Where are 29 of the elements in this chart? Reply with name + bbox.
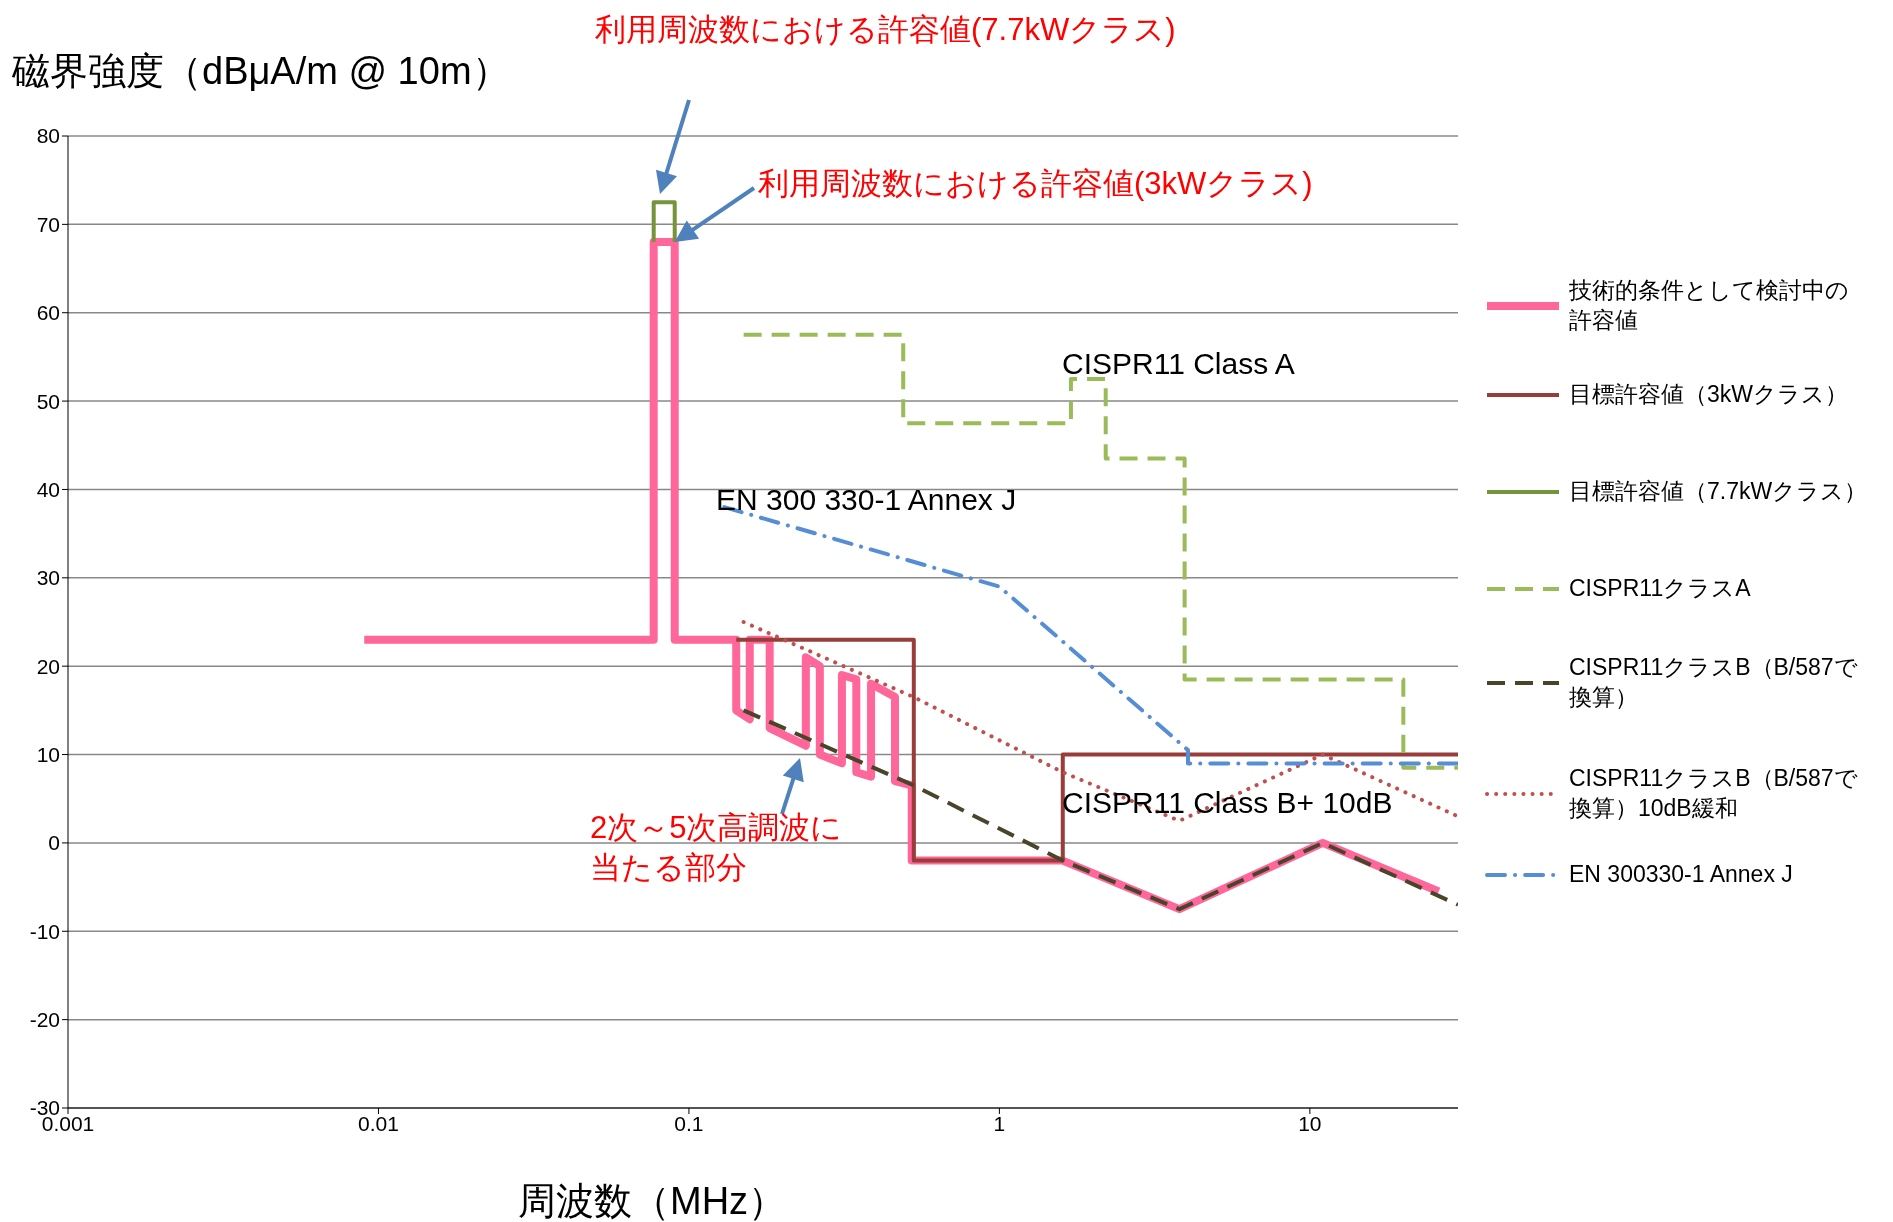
y-tick-label: 70: [36, 212, 60, 236]
x-tick-label: 0.1: [674, 1111, 704, 1135]
y-tick-label: 20: [36, 654, 60, 678]
y-tick-label: 10: [36, 743, 60, 766]
x-tick-label: 0.01: [358, 1111, 399, 1135]
y-tick-label: -10: [29, 919, 60, 943]
y-tick-label: 0: [48, 831, 60, 855]
annotation: EN 300 330-1 Annex J: [716, 482, 1017, 518]
annotation: 利用周波数における許容値(3kWクラス): [758, 165, 1313, 203]
legend-label: 目標許容値（7.7kWクラス）: [1569, 477, 1869, 506]
legend-label: 目標許容値（3kWクラス）: [1569, 380, 1849, 409]
legend-label: CISPR11クラスB（B/587で換算）: [1569, 653, 1859, 712]
y-tick-label: 80: [36, 124, 60, 148]
y-axis-title: 磁界強度（dBμA/m @ 10m）: [12, 49, 510, 94]
y-tick-label: -20: [29, 1008, 60, 1032]
legend-label: CISPR11クラスB（B/587で換算）10dB緩和: [1569, 764, 1859, 823]
annotation: CISPR11 Class A: [1062, 346, 1295, 382]
x-tick-label: 10: [1298, 1111, 1322, 1135]
legend-label: 技術的条件として検討中の許容値: [1569, 276, 1850, 335]
y-tick-label: 30: [36, 566, 60, 590]
legend-label: EN 300330-1 Annex J: [1569, 860, 1794, 889]
text: 利用周波数における許容値(7.7kWクラス): [595, 11, 1176, 49]
x-tick-label: 1: [993, 1111, 1006, 1135]
y-tick-label: 50: [36, 389, 60, 413]
y-tick-label: 60: [36, 301, 60, 325]
annotation: 2次～5次高調波に当たる部分: [590, 809, 844, 888]
x-axis-title: 周波数（MHz）: [518, 1179, 787, 1222]
y-tick-label: 40: [36, 477, 60, 501]
legend-label: CISPR11クラスA: [1569, 574, 1752, 603]
